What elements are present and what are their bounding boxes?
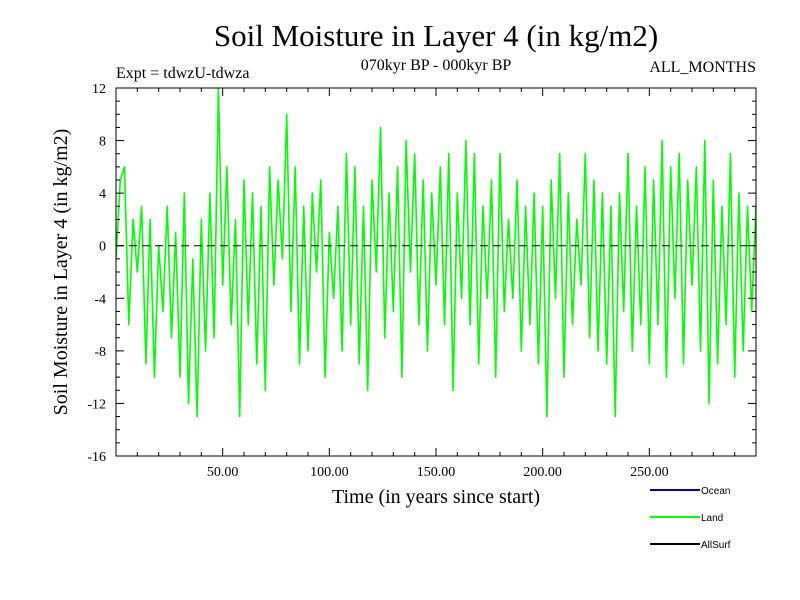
x-tick-label: 50.00 [207,465,239,480]
y-tick-label: -12 [87,397,106,412]
y-tick-label: -8 [94,345,106,360]
y-tick-label: 4 [99,187,106,202]
y-tick-label: -16 [87,450,106,465]
y-axis: 12 8 4 0 -4 -8 -12 -16 [87,82,756,465]
series-line-land [116,88,756,418]
y-tick-label: 12 [92,82,106,97]
legend-label-land: Land [701,513,723,524]
x-axis-label: Time (in years since start) [332,486,540,508]
chart-title: Soil Moisture in Layer 4 (in kg/m2) [214,18,658,53]
x-tick-label: 150.00 [417,465,456,480]
x-tick-label: 100.00 [310,465,349,480]
x-tick-label: 200.00 [523,465,562,480]
x-tick-label: 250.00 [630,465,669,480]
y-axis-label: Soil Moisture in Layer 4 (in kg/m2) [50,129,72,416]
x-axis: 50.00 100.00 150.00 200.00 250.00 [136,88,736,480]
y-tick-label: -4 [94,292,106,307]
legend-label-allsurf: AllSurf [701,540,731,551]
y-tick-label: 0 [99,240,106,255]
legend-label-ocean: Ocean [701,486,730,497]
chart-subtitle: 070kyr BP - 000kyr BP [361,57,512,74]
legend: Ocean Land AllSurf [650,486,731,551]
period-label: ALL_MONTHS [649,59,756,76]
experiment-label: Expt = tdwzU-tdwza [116,65,249,82]
y-tick-label: 8 [99,135,106,150]
series-layer [116,88,756,418]
